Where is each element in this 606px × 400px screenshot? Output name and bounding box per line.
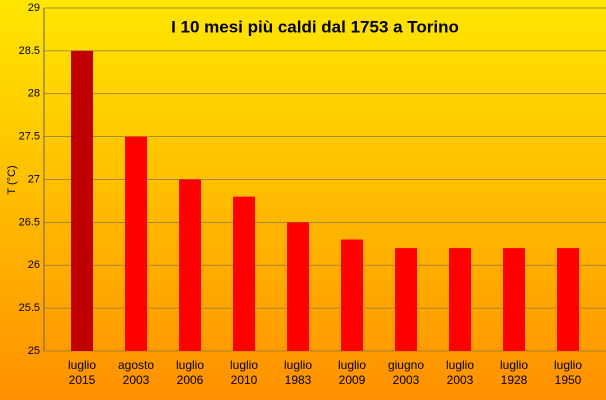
bar (395, 248, 417, 351)
chart-title: I 10 mesi più caldi dal 1753 a Torino (171, 17, 459, 36)
x-tick-label: luglio 2009 (337, 358, 367, 387)
bar (233, 196, 255, 351)
y-tick-label: 29 (28, 2, 40, 14)
y-tick-label: 25 (28, 345, 40, 357)
bar (341, 239, 363, 351)
x-tick-label: giugno 2003 (387, 358, 425, 387)
y-tick-label: 28 (28, 88, 40, 100)
y-tick-label: 27.5 (19, 131, 40, 143)
bar (179, 179, 201, 351)
x-tick-label: luglio 1950 (553, 358, 583, 387)
x-tick-label: agosto 2003 (117, 358, 155, 387)
x-tick-label: luglio 2003 (445, 358, 475, 387)
x-tick-label: luglio 2006 (175, 358, 205, 387)
y-tick-label: 26 (28, 259, 40, 271)
bar (71, 50, 93, 351)
bar (449, 248, 471, 351)
y-tick-label: 25.5 (19, 302, 40, 314)
bar (503, 248, 525, 351)
y-tick-label: 27 (28, 173, 40, 185)
y-tick-label: 28.5 (19, 45, 40, 57)
x-tick-label: luglio 2010 (229, 358, 259, 387)
x-tick-label: luglio 1928 (499, 358, 529, 387)
bar (125, 136, 147, 351)
bar (557, 248, 579, 351)
bar (287, 222, 309, 351)
x-tick-label: luglio 2015 (67, 358, 97, 387)
x-tick-label: luglio 1983 (283, 358, 313, 387)
y-axis-label: T (°C) (6, 165, 18, 194)
y-tick-label: 26.5 (19, 216, 40, 228)
